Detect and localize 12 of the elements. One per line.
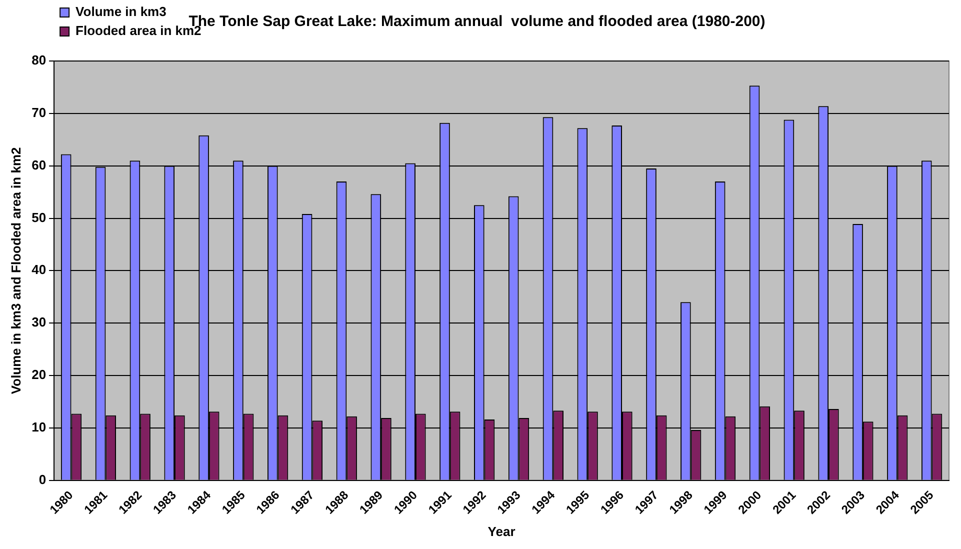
y-tick-label: 70 — [32, 104, 46, 120]
y-tick-label: 30 — [32, 314, 46, 330]
y-tick-label: 50 — [32, 210, 46, 225]
y-tick-label: 0 — [38, 472, 46, 487]
y-tick-label: 60 — [32, 157, 46, 172]
legend-label: Volume in km3 — [76, 4, 166, 20]
x-axis-title: Year — [488, 524, 516, 539]
y-tick-label: 80 — [32, 52, 46, 68]
y-axis-title: Volume in km3 and Flooded area in km2 — [8, 147, 24, 394]
y-tick-label: 40 — [32, 262, 46, 278]
y-tick-label: 20 — [32, 367, 46, 382]
y-tick-label: 10 — [32, 420, 46, 434]
